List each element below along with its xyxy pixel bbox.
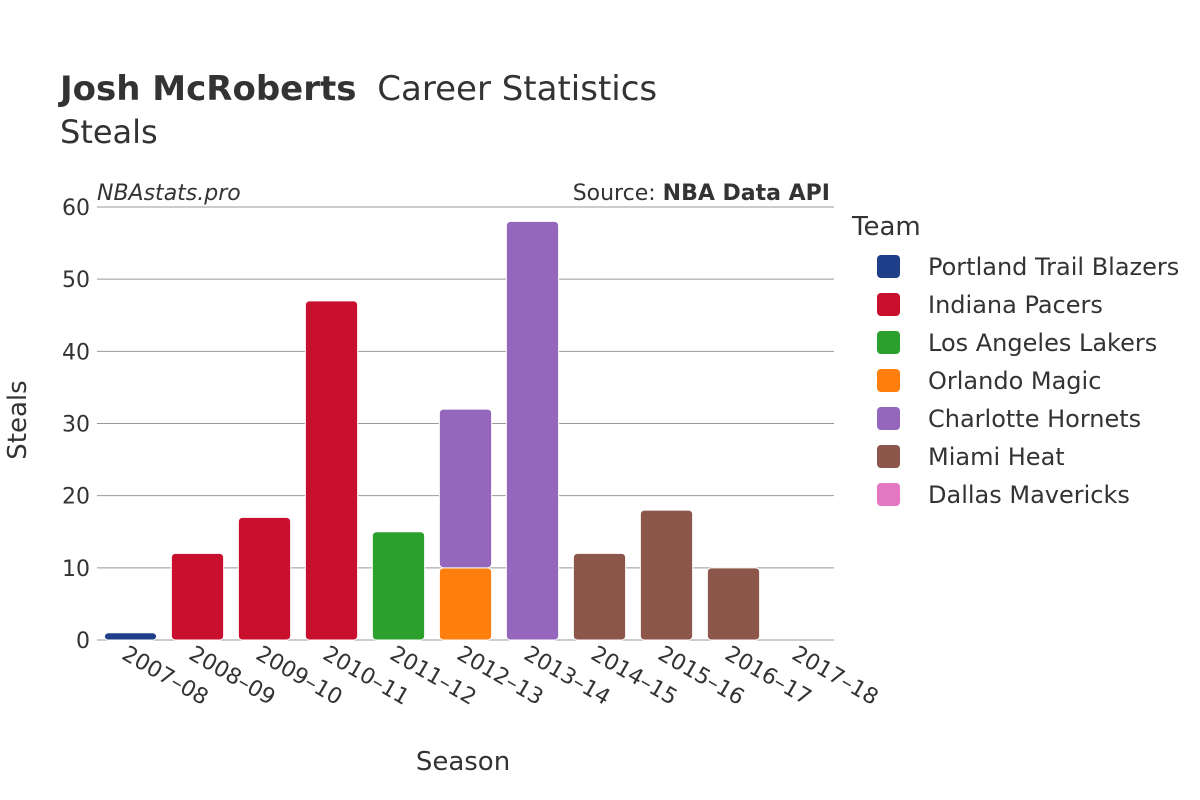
chart-title-bold: Josh McRoberts: [58, 69, 356, 109]
y-axis-label: Steals: [3, 380, 33, 459]
source-prefix: Source:: [573, 181, 663, 206]
bar-segment[interactable]: [371, 531, 426, 641]
legend-swatch: [877, 369, 900, 392]
bar-segment[interactable]: [505, 220, 560, 641]
x-axis-label: Season: [416, 747, 510, 777]
x-axis-ticks: 2007–082008–092009–102010–112011–122012–…: [118, 642, 883, 711]
y-tick-label: 0: [76, 629, 90, 654]
bar-segment[interactable]: [103, 632, 158, 641]
legend-item-label[interactable]: Orlando Magic: [928, 367, 1101, 395]
watermark: NBAstats.pro: [97, 181, 241, 206]
y-tick-label: 10: [62, 557, 90, 582]
y-tick-label: 40: [62, 340, 90, 365]
bar-segment[interactable]: [438, 567, 493, 641]
chart-subtitle: Steals: [60, 113, 158, 151]
bar-segment[interactable]: [572, 552, 627, 641]
bar-segment[interactable]: [706, 567, 761, 641]
legend-swatch: [877, 331, 900, 354]
bar-segment[interactable]: [170, 552, 225, 641]
source-credit: Source: NBA Data API: [573, 181, 830, 206]
legend-swatch: [877, 407, 900, 430]
chart-title: Josh McRoberts Career Statistics: [58, 69, 657, 109]
y-tick-label: 30: [62, 413, 90, 438]
bar-segment[interactable]: [237, 516, 292, 641]
legend-item-label[interactable]: Los Angeles Lakers: [928, 329, 1157, 357]
bars: [103, 220, 761, 641]
legend-title: Team: [851, 212, 921, 242]
chart-title-rest: Career Statistics: [377, 69, 657, 109]
legend-swatch: [877, 483, 900, 506]
bar-segment[interactable]: [438, 408, 493, 569]
legend-item-label[interactable]: Miami Heat: [928, 443, 1065, 471]
source-name: NBA Data API: [663, 181, 830, 206]
legend-item-label[interactable]: Indiana Pacers: [928, 291, 1103, 319]
y-tick-label: 20: [62, 485, 90, 510]
legend: Portland Trail Blazers Indiana Pacers Los …: [877, 253, 1179, 509]
legend-item-label[interactable]: Charlotte Hornets: [928, 405, 1141, 433]
y-tick-label: 60: [62, 196, 90, 221]
y-tick-label: 50: [62, 268, 90, 293]
legend-swatch: [877, 255, 900, 278]
bar-segment[interactable]: [639, 509, 694, 641]
legend-item-label[interactable]: Dallas Mavericks: [928, 481, 1130, 509]
y-axis-ticks: 0 10 20 30 40 50 60: [62, 196, 90, 654]
legend-swatch: [877, 293, 900, 316]
bar-segment[interactable]: [304, 300, 359, 641]
legend-item-label[interactable]: Portland Trail Blazers: [928, 253, 1179, 281]
legend-swatch: [877, 445, 900, 468]
